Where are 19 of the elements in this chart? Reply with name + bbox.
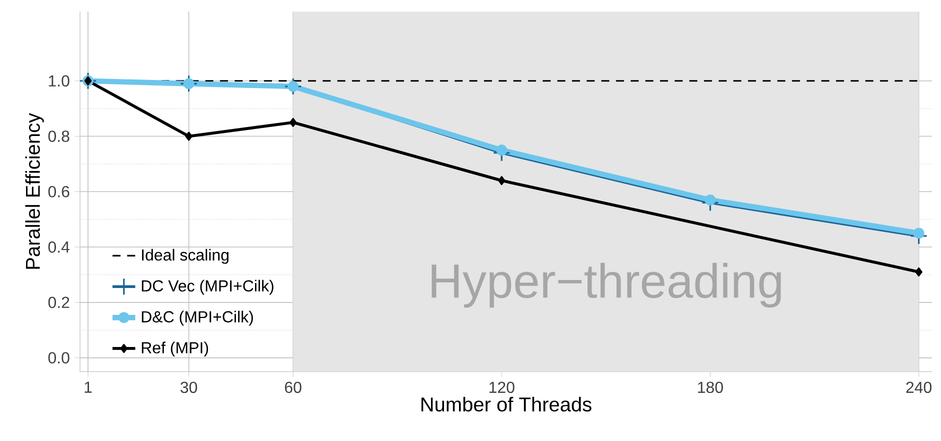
legend-label: DC Vec (MPI+Cilk) [142, 280, 274, 295]
legend-label: Ideal scaling [142, 248, 228, 264]
x-tick-label: 180 [698, 382, 723, 394]
y-tick-label: 0.6 [48, 186, 70, 198]
band-label: Hyper−threading [432, 262, 781, 308]
y-tick-label: 1.0 [48, 75, 70, 87]
legend-label: D&C (MPI+Cilk) [142, 310, 253, 326]
y-tick-label: 0.2 [48, 296, 70, 308]
legend-label: Ref (MPI) [142, 342, 208, 357]
x-tick-label: 240 [906, 382, 932, 394]
y-axis-title: Parallel Efficiency [25, 112, 44, 269]
x-axis-title: Number of Threads [421, 396, 592, 412]
y-tick-label: 0.4 [48, 241, 70, 253]
x-tick-label: 1 [84, 382, 92, 393]
y-tick-label: 0.8 [48, 130, 70, 142]
x-tick-label: 30 [180, 382, 198, 394]
x-tick-label: 120 [490, 382, 514, 394]
x-tick-label: 60 [285, 382, 302, 394]
y-tick-label: 0.0 [48, 352, 70, 364]
